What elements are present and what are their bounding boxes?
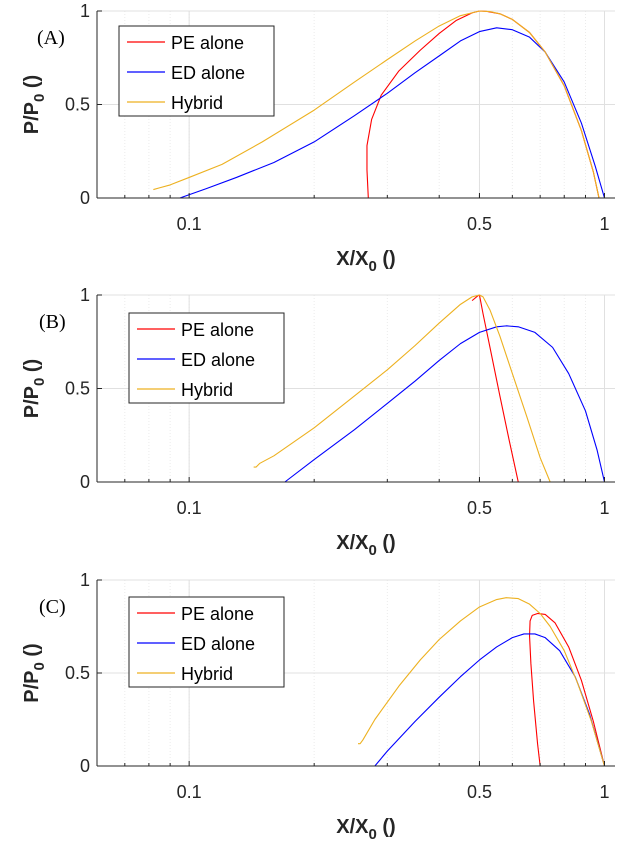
chart-panel-3: 0.1 0.5 1 0 0.5 1 X/X0 () P/P0 () PE alone ED alo…: [21, 570, 615, 843]
legend: PE alone ED alone Hybrid: [129, 597, 284, 687]
x-tick-label: 0.1: [177, 782, 202, 802]
chart-panel-1: 0.1 0.5 1 0 0.5 1 X/X0 () P/P0 () PE alone ED alo…: [21, 1, 615, 275]
y-tick-label: 0: [80, 188, 90, 208]
legend-entry-label: Hybrid: [181, 664, 233, 684]
legend-entry-label: ED alone: [181, 350, 255, 370]
y-axis-label: P/P0 (): [21, 643, 48, 702]
legend-entry-label: PE alone: [181, 604, 254, 624]
legend: PE alone ED alone Hybrid: [129, 313, 284, 403]
y-axis-label: P/P0 (): [21, 75, 48, 134]
x-tick-label: 0.1: [177, 214, 202, 234]
x-tick-label: 1: [599, 782, 609, 802]
y-tick-label: 0.5: [65, 95, 90, 115]
legend-entry-label: ED alone: [181, 634, 255, 654]
legend-entry-label: PE alone: [171, 33, 244, 53]
legend-entry-label: ED alone: [171, 63, 245, 83]
y-tick-label: 1: [80, 570, 90, 590]
y-tick-label: 1: [80, 285, 90, 305]
chart-panel-2: 0.1 0.5 1 0 0.5 1 X/X0 () P/P0 () PE alone ED alo…: [21, 285, 615, 559]
x-tick-label: 0.5: [467, 214, 492, 234]
panel-label: (A): [37, 27, 65, 49]
y-tick-label: 0.5: [65, 379, 90, 399]
x-tick-label: 1: [599, 498, 609, 518]
legend: PE alone ED alone Hybrid: [119, 26, 274, 116]
y-tick-label: 1: [80, 1, 90, 21]
x-tick-label: 0.1: [177, 498, 202, 518]
panel-label: (C): [39, 596, 66, 618]
x-axis-label: X/X0 (): [336, 816, 395, 843]
legend-entry-label: PE alone: [181, 320, 254, 340]
x-axis-label: X/X0 (): [336, 248, 395, 275]
y-tick-label: 0.5: [65, 663, 90, 683]
legend-entry-label: Hybrid: [171, 93, 223, 113]
y-tick-label: 0: [80, 756, 90, 776]
y-tick-label: 0: [80, 472, 90, 492]
x-axis-label: X/X0 (): [336, 532, 395, 559]
panel-label: (B): [39, 311, 66, 333]
x-tick-label: 0.5: [467, 782, 492, 802]
y-axis-label: P/P0 (): [21, 359, 48, 418]
legend-entry-label: Hybrid: [181, 380, 233, 400]
x-tick-label: 1: [599, 214, 609, 234]
x-tick-label: 0.5: [467, 498, 492, 518]
